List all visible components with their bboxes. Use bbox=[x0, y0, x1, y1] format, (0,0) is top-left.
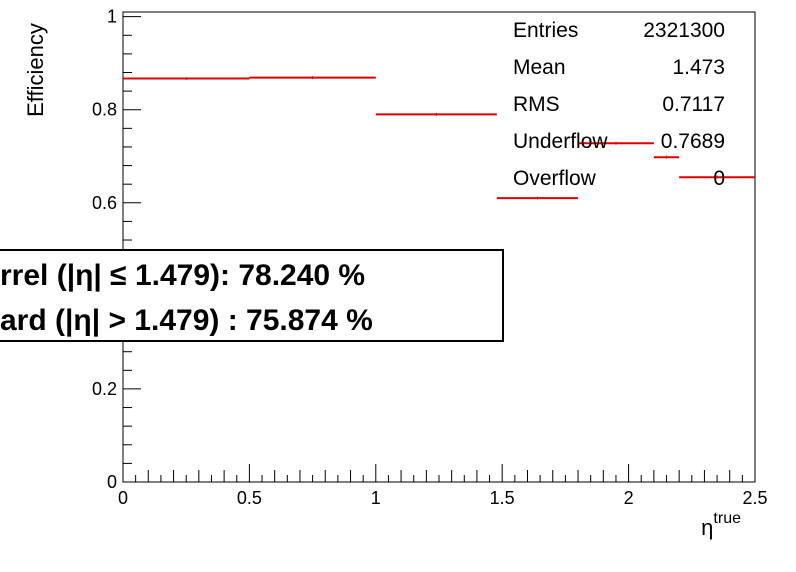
annotation-line-forward: ard (|η| > 1.479) : 75.874 % bbox=[0, 304, 373, 337]
x-tick-label: 1.5 bbox=[490, 488, 515, 508]
x-axis-label-sup: true bbox=[713, 510, 741, 527]
stats-value: 0.7689 bbox=[661, 130, 725, 153]
annotation-box: rrel (|η| ≤ 1.479): 78.240 % ard (|η| > … bbox=[0, 249, 504, 342]
stats-label: Mean bbox=[513, 56, 566, 79]
stats-label: Overflow bbox=[513, 167, 597, 190]
x-tick-label: 0 bbox=[118, 488, 128, 508]
histogram-bins bbox=[123, 76, 755, 200]
y-axis-label: Efficiency bbox=[23, 23, 48, 117]
y-tick-label: 0.6 bbox=[92, 193, 117, 213]
stats-value: 0.7117 bbox=[662, 93, 725, 116]
stats-box: Entries 2321300 Mean 1.473 RMS 0.7117 Underflo… bbox=[513, 19, 725, 190]
x-tick-label: 1 bbox=[371, 488, 381, 508]
y-tick-label: 1 bbox=[107, 7, 117, 27]
stats-value: 2321300 bbox=[643, 19, 725, 42]
stats-value: 0 bbox=[713, 167, 725, 190]
stats-label: RMS bbox=[513, 93, 560, 116]
x-axis-label-main: η bbox=[701, 515, 713, 540]
stats-value: 1.473 bbox=[672, 56, 725, 79]
annotation-box-frame bbox=[0, 249, 504, 342]
x-tick-label: 2.5 bbox=[742, 488, 767, 508]
x-tick-labels: 0 0.5 1 1.5 2 2.5 bbox=[118, 488, 768, 508]
annotation-line-barrel: rrel (|η| ≤ 1.479): 78.240 % bbox=[0, 259, 365, 292]
stats-label: Entries bbox=[513, 19, 578, 42]
y-tick-labels: 0 0.2 0.6 0.8 1 bbox=[92, 7, 117, 492]
x-tick-label: 0.5 bbox=[237, 488, 262, 508]
x-tick-label: 2 bbox=[624, 488, 634, 508]
y-tick-label: 0.8 bbox=[92, 100, 117, 120]
stats-label: Underflow bbox=[513, 130, 608, 153]
plot-frame bbox=[122, 11, 756, 483]
x-axis-label: ηtrue bbox=[701, 510, 741, 540]
y-tick-label: 0.2 bbox=[92, 379, 117, 399]
y-tick-label: 0 bbox=[107, 472, 117, 492]
